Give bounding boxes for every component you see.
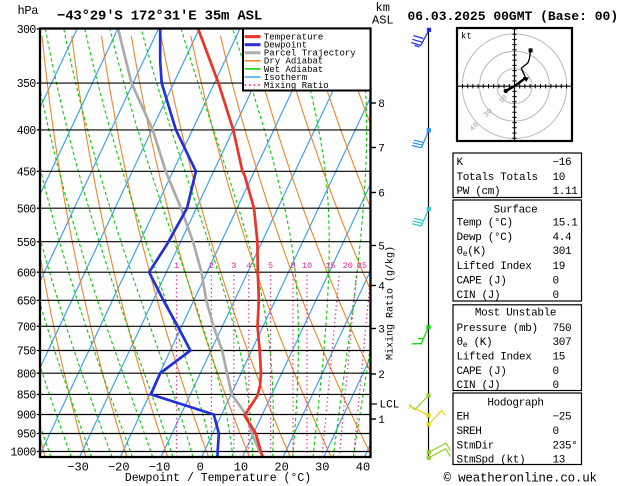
svg-text:4: 4 xyxy=(246,261,251,271)
svg-text:600: 600 xyxy=(17,267,37,280)
svg-text:750: 750 xyxy=(17,346,37,359)
svg-text:Dewp (°C): Dewp (°C) xyxy=(457,232,513,244)
svg-text:06.03.2025 00GMT (Base: 00): 06.03.2025 00GMT (Base: 00) xyxy=(408,9,619,24)
svg-text:0: 0 xyxy=(197,461,204,475)
svg-text:10: 10 xyxy=(234,461,248,475)
svg-text:40: 40 xyxy=(356,461,370,475)
svg-text:Dry Adiabat: Dry Adiabat xyxy=(264,57,323,67)
svg-text:20: 20 xyxy=(274,461,288,475)
svg-text:Dewpoint: Dewpoint xyxy=(264,41,307,51)
svg-text:Mixing Ratio: Mixing Ratio xyxy=(264,81,329,91)
svg-text:8: 8 xyxy=(290,261,295,271)
svg-text:Lifted Index: Lifted Index xyxy=(457,351,533,363)
svg-text:450: 450 xyxy=(17,166,37,179)
svg-text:StmDir: StmDir xyxy=(457,440,495,452)
svg-text:307: 307 xyxy=(553,337,572,349)
svg-text:301: 301 xyxy=(553,246,573,258)
svg-text:CIN (J): CIN (J) xyxy=(457,380,501,392)
svg-text:km: km xyxy=(376,1,390,15)
svg-text:3: 3 xyxy=(231,261,236,271)
svg-text:Surface: Surface xyxy=(494,204,538,216)
svg-text:350: 350 xyxy=(17,78,37,91)
svg-text:Lifted Index: Lifted Index xyxy=(457,261,533,273)
svg-text:10: 10 xyxy=(302,261,312,271)
svg-text:750: 750 xyxy=(553,323,572,335)
svg-text:550: 550 xyxy=(17,237,37,250)
svg-text:0: 0 xyxy=(553,290,559,302)
svg-text:Parcel Trajectory: Parcel Trajectory xyxy=(264,49,356,59)
svg-text:CAPE (J): CAPE (J) xyxy=(457,366,507,378)
svg-text:15: 15 xyxy=(553,351,566,363)
svg-text:3: 3 xyxy=(378,325,385,337)
svg-text:850: 850 xyxy=(17,390,37,403)
svg-text:EH: EH xyxy=(457,411,470,423)
svg-text:Mixing Ratio (g/kg): Mixing Ratio (g/kg) xyxy=(385,246,397,360)
svg-text:−20: −20 xyxy=(108,461,130,475)
svg-text:1.11: 1.11 xyxy=(553,186,579,198)
svg-text:13: 13 xyxy=(553,454,566,466)
svg-text:19: 19 xyxy=(553,261,566,273)
svg-text:Wet Adiabat: Wet Adiabat xyxy=(264,65,323,75)
svg-text:235°: 235° xyxy=(553,440,578,452)
svg-text:−30: −30 xyxy=(67,461,89,475)
svg-text:20: 20 xyxy=(343,261,353,271)
svg-text:1: 1 xyxy=(174,261,179,271)
svg-text:hPa: hPa xyxy=(18,4,39,18)
svg-text:5: 5 xyxy=(378,242,385,254)
svg-text:θe (K): θe (K) xyxy=(457,337,493,350)
svg-text:5: 5 xyxy=(268,261,273,271)
svg-text:Isotherm: Isotherm xyxy=(264,73,307,83)
svg-text:4.4: 4.4 xyxy=(553,232,573,244)
svg-text:© weatheronline.co.uk: © weatheronline.co.uk xyxy=(444,472,597,486)
svg-text:2: 2 xyxy=(209,261,214,271)
svg-text:Dewpoint / Temperature (°C): Dewpoint / Temperature (°C) xyxy=(125,472,311,485)
svg-text:30: 30 xyxy=(315,461,329,475)
svg-text:Totals Totals: Totals Totals xyxy=(457,172,538,184)
svg-text:1: 1 xyxy=(378,415,385,427)
svg-text:Temperature: Temperature xyxy=(264,33,323,43)
svg-text:25: 25 xyxy=(357,261,367,271)
svg-text:700: 700 xyxy=(17,321,37,334)
svg-text:2: 2 xyxy=(378,370,385,382)
svg-text:−43°29'S 172°31'E 35m ASL: −43°29'S 172°31'E 35m ASL xyxy=(57,9,262,25)
svg-text:4: 4 xyxy=(378,282,385,294)
svg-text:15.1: 15.1 xyxy=(553,217,579,229)
svg-text:LCL: LCL xyxy=(380,400,400,412)
svg-text:K: K xyxy=(457,157,464,169)
svg-text:650: 650 xyxy=(17,295,37,308)
svg-text:10: 10 xyxy=(553,172,566,184)
svg-text:900: 900 xyxy=(17,410,37,423)
svg-text:Temp (°C): Temp (°C) xyxy=(457,217,513,229)
svg-text:SREH: SREH xyxy=(457,426,482,438)
svg-text:0: 0 xyxy=(553,380,559,392)
svg-text:500: 500 xyxy=(17,203,37,216)
svg-text:−25: −25 xyxy=(553,411,572,423)
svg-text:Hodograph: Hodograph xyxy=(487,397,543,409)
svg-text:8: 8 xyxy=(378,99,385,111)
svg-text:−16: −16 xyxy=(553,157,572,169)
svg-text:15: 15 xyxy=(325,261,335,271)
svg-text:7: 7 xyxy=(378,144,385,156)
svg-text:Most Unstable: Most Unstable xyxy=(475,308,556,320)
svg-text:ASL: ASL xyxy=(372,14,394,28)
svg-text:Pressure (mb): Pressure (mb) xyxy=(457,323,538,335)
svg-text:CIN (J): CIN (J) xyxy=(457,290,501,302)
svg-text:800: 800 xyxy=(17,368,37,381)
svg-text:−10: −10 xyxy=(149,461,171,475)
svg-text:0: 0 xyxy=(553,366,559,378)
svg-text:StmSpd (kt): StmSpd (kt) xyxy=(457,454,526,466)
svg-text:PW (cm): PW (cm) xyxy=(457,186,501,198)
svg-text:0: 0 xyxy=(553,426,559,438)
svg-text:CAPE (J): CAPE (J) xyxy=(457,275,507,287)
svg-text:6: 6 xyxy=(378,189,385,201)
svg-text:θe(K): θe(K) xyxy=(457,246,486,259)
svg-text:400: 400 xyxy=(17,125,37,138)
svg-text:950: 950 xyxy=(17,429,37,442)
svg-text:300: 300 xyxy=(17,24,37,37)
svg-text:kt: kt xyxy=(461,32,472,42)
svg-text:1000: 1000 xyxy=(10,447,36,460)
svg-text:0: 0 xyxy=(553,275,559,287)
